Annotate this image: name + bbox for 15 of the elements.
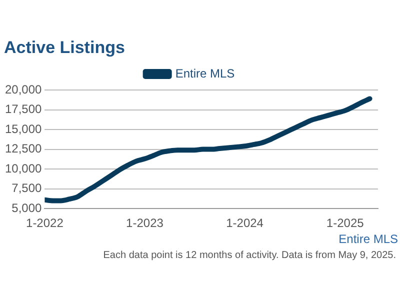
x-tick-label: 1-2023 — [126, 216, 164, 230]
x-tick-label: 1-2025 — [326, 216, 364, 230]
x-tick-label: 1-2022 — [26, 216, 64, 230]
text: Each data point is 12 months of activity. Data is from May 9, 2025. — [103, 250, 396, 261]
y-tick-label: 17,500 — [5, 102, 42, 116]
y-tick-label: 7,500 — [12, 181, 42, 196]
y-tick-label: 5,000 — [12, 200, 42, 215]
y-tick-label: 10,000 — [5, 161, 42, 176]
y-tick-label: 20,000 — [5, 82, 42, 96]
legend-label: Entire MLS — [175, 66, 235, 80]
text: Entire MLS — [338, 232, 398, 246]
x-tick-label: 1-2024 — [226, 216, 264, 230]
chart-title: Active Listings — [4, 38, 125, 58]
y-tick-label: 12,500 — [5, 142, 42, 156]
y-tick-label: 15,000 — [5, 122, 42, 136]
